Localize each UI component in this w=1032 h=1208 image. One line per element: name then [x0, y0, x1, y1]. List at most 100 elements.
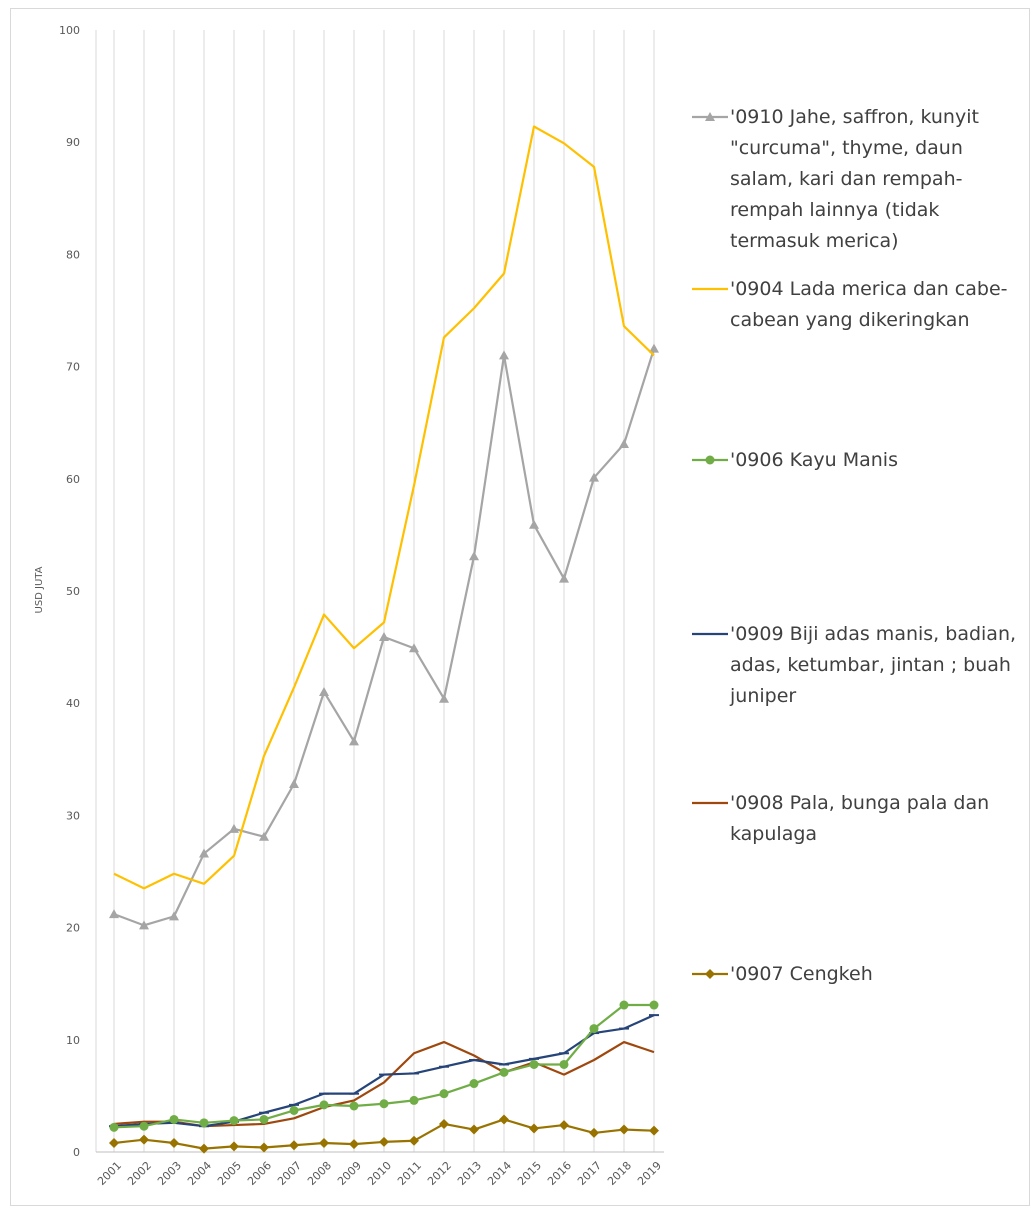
legend: '0910 Jahe, saffron, kunyit "curcuma", t…: [690, 105, 1030, 1005]
data-point-0907: [199, 1143, 209, 1154]
data-point-0906: [619, 1000, 629, 1010]
x-tick-label: 2008: [305, 1159, 334, 1188]
y-tick-label: 0: [73, 1146, 80, 1159]
data-point-0910: [259, 831, 269, 841]
data-point-0910: [619, 439, 629, 449]
y-tick-label: 40: [66, 697, 80, 710]
data-point-0907: [109, 1138, 119, 1149]
y-tick-label: 100: [59, 24, 80, 37]
data-point-0906: [469, 1079, 479, 1089]
data-point-0906: [109, 1122, 119, 1132]
legend-swatch: [692, 287, 728, 291]
x-tick-label: 2007: [275, 1159, 304, 1188]
legend-item-0909: '0909 Biji adas manis, badian, adas, ket…: [690, 622, 1030, 712]
data-point-0910: [139, 920, 149, 930]
data-point-0906: [529, 1059, 539, 1069]
data-point-0906: [499, 1067, 509, 1077]
y-tick-label: 30: [66, 809, 80, 822]
data-point-0910: [169, 911, 179, 921]
x-tick-label: 2001: [95, 1159, 124, 1188]
x-tick-label: 2019: [635, 1159, 664, 1188]
y-tick-label: 60: [66, 473, 80, 486]
legend-item-0907: '0907 Cengkeh: [690, 962, 1030, 990]
data-point-0910: [199, 848, 209, 858]
data-point-0910: [409, 643, 419, 653]
x-tick-label: 2011: [395, 1159, 424, 1188]
data-point-0910: [109, 909, 119, 919]
data-point-0906: [379, 1099, 389, 1109]
legend-swatch-marker: [705, 112, 715, 121]
legend-swatch: [692, 455, 728, 465]
data-point-0906: [439, 1089, 449, 1099]
data-point-0907: [619, 1124, 629, 1135]
x-tick-label: 2012: [425, 1159, 454, 1188]
data-point-0907: [169, 1138, 179, 1149]
data-point-0907: [319, 1138, 329, 1149]
data-point-0906: [559, 1059, 569, 1069]
data-point-0910: [439, 693, 449, 703]
data-point-0906: [589, 1024, 599, 1034]
y-tick-label: 10: [66, 1034, 80, 1047]
legend-swatch: [692, 969, 728, 979]
data-point-0906: [199, 1118, 209, 1128]
data-point-0910: [349, 736, 359, 746]
data-point-0907: [529, 1123, 539, 1134]
series-0906: [109, 1000, 659, 1132]
data-point-0906: [139, 1121, 149, 1131]
data-point-0907: [379, 1136, 389, 1147]
legend-swatch-marker: [705, 455, 715, 465]
legend-swatch: [692, 112, 728, 121]
data-point-0907: [289, 1140, 299, 1151]
data-point-0910: [379, 632, 389, 642]
y-tick-label: 20: [66, 922, 80, 935]
x-tick-label: 2015: [515, 1159, 544, 1188]
y-tick-label: 90: [66, 136, 80, 149]
x-tick-label: 2006: [245, 1159, 274, 1188]
x-tick-label: 2009: [335, 1159, 364, 1188]
data-point-0907: [589, 1127, 599, 1138]
legend-label: '0909 Biji adas manis, badian, adas, ket…: [730, 623, 1017, 707]
y-axis-label: USD JUTA: [34, 566, 45, 613]
data-point-0906: [259, 1114, 269, 1124]
x-tick-label: 2002: [125, 1159, 154, 1188]
x-tick-label: 2017: [575, 1159, 604, 1188]
series-0904: [113, 125, 655, 890]
data-point-0907: [499, 1114, 509, 1125]
data-point-0907: [409, 1135, 419, 1146]
data-point-0910: [529, 519, 539, 529]
series-0907: [109, 1114, 659, 1154]
legend-item-0906: '0906 Kayu Manis: [690, 448, 1030, 476]
data-point-0906: [289, 1105, 299, 1115]
x-tick-label: 2014: [485, 1159, 514, 1188]
legend-item-0908: '0908 Pala, bunga pala dan kapulaga: [690, 791, 1030, 850]
legend-swatch: [692, 632, 728, 636]
data-point-0907: [229, 1141, 239, 1152]
x-tick-label: 2013: [455, 1159, 484, 1188]
y-tick-label: 50: [66, 585, 80, 598]
chart-frame: [10, 8, 1030, 1206]
data-point-0906: [349, 1101, 359, 1111]
grid-lines: [113, 30, 655, 1152]
data-point-0907: [559, 1120, 569, 1131]
data-point-0910: [649, 343, 659, 353]
x-tick-label: 2005: [215, 1159, 244, 1188]
legend-label: '0908 Pala, bunga pala dan kapulaga: [730, 792, 990, 845]
data-point-0907: [139, 1134, 149, 1145]
legend-label: '0910 Jahe, saffron, kunyit "curcuma", t…: [730, 106, 979, 252]
data-point-0907: [259, 1142, 269, 1153]
x-tick-label: 2016: [545, 1159, 574, 1188]
data-point-0907: [349, 1139, 359, 1150]
x-tick-label: 2004: [185, 1159, 214, 1188]
data-point-0906: [409, 1095, 419, 1105]
x-tick-label: 2003: [155, 1159, 184, 1188]
data-point-0910: [289, 778, 299, 788]
data-point-0906: [649, 1000, 659, 1010]
legend-swatch: [692, 801, 728, 805]
data-point-0910: [589, 472, 599, 482]
y-tick-label: 80: [66, 248, 80, 261]
data-point-0910: [559, 573, 569, 583]
legend-item-0910: '0910 Jahe, saffron, kunyit "curcuma", t…: [690, 105, 1030, 257]
legend-item-0904: '0904 Lada merica dan cabe-cabean yang d…: [690, 277, 1030, 336]
